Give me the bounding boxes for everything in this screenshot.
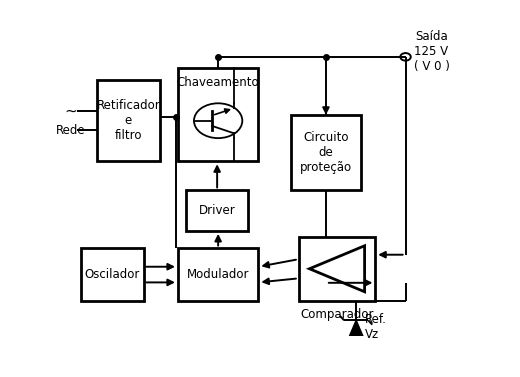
- Text: Saída
125 V
( V 0 ): Saída 125 V ( V 0 ): [413, 29, 449, 72]
- Bar: [81, 248, 144, 301]
- Text: Chaveamento: Chaveamento: [177, 76, 259, 89]
- Text: Rede: Rede: [56, 124, 86, 137]
- Text: Retificador
e
filtro: Retificador e filtro: [97, 99, 160, 142]
- Bar: [298, 237, 375, 301]
- Text: ~: ~: [64, 103, 77, 118]
- Text: Comparador: Comparador: [300, 308, 374, 321]
- Text: Driver: Driver: [199, 204, 236, 217]
- Bar: [186, 190, 249, 231]
- Bar: [97, 80, 160, 161]
- Bar: [178, 248, 258, 301]
- Text: Modulador: Modulador: [187, 268, 250, 281]
- Bar: [291, 115, 361, 190]
- Bar: [178, 69, 258, 161]
- Text: Circuito
de
proteção: Circuito de proteção: [300, 131, 352, 174]
- Text: Ref.
Vz: Ref. Vz: [365, 313, 387, 341]
- Polygon shape: [348, 320, 364, 339]
- Text: Oscilador: Oscilador: [85, 268, 140, 281]
